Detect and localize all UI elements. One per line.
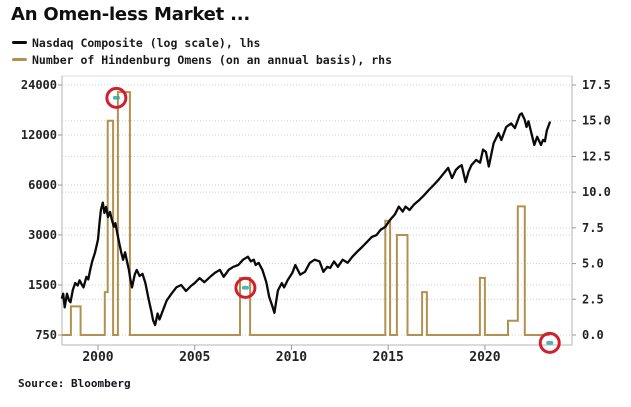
legend: Nasdaq Composite (log scale), lhs Number… <box>12 34 392 68</box>
annotation-circle-2 <box>234 276 257 299</box>
right-tick-label: 12.5 <box>582 149 611 163</box>
annotation-mark-2 <box>241 286 249 290</box>
x-tick-label: 2020 <box>469 350 500 365</box>
right-tick-label: 5.0 <box>582 257 604 271</box>
right-tick-label: 17.5 <box>582 78 611 92</box>
annotation-mark-1 <box>112 96 120 100</box>
omens-step-line <box>62 91 550 336</box>
annotation-circle-3 <box>538 331 561 354</box>
x-tick-label: 2000 <box>82 350 113 365</box>
left-tick-label: 6000 <box>28 178 57 192</box>
annotation-mark-3 <box>546 341 554 345</box>
right-tick-label: 0.0 <box>582 328 604 342</box>
left-tick-label: 24000 <box>21 78 57 92</box>
x-tick-label: 2005 <box>179 350 210 365</box>
nasdaq-line <box>60 112 551 327</box>
x-tick-label: 2010 <box>276 350 307 365</box>
right-tick-label: 10.0 <box>582 185 611 199</box>
right-tick-label: 15.0 <box>582 114 611 128</box>
x-tick-label: 2015 <box>373 350 404 365</box>
legend-item-nasdaq: Nasdaq Composite (log scale), lhs <box>12 34 392 51</box>
chart-title: An Omen-less Market ... <box>11 4 251 25</box>
left-tick-label: 750 <box>35 328 57 342</box>
legend-item-omens: Number of Hindenburg Omens (on an annual… <box>12 51 392 68</box>
right-tick-label: 7.5 <box>582 221 604 235</box>
annotation-circle-1 <box>105 86 128 109</box>
left-tick-label: 12000 <box>21 128 57 142</box>
left-tick-label: 3000 <box>28 228 57 242</box>
legend-label-nasdaq: Nasdaq Composite (log scale), lhs <box>32 35 261 50</box>
source-credit: Source: Bloomberg <box>18 377 131 390</box>
legend-swatch-nasdaq <box>12 41 27 44</box>
right-tick-label: 2.5 <box>582 292 604 306</box>
legend-swatch-omens <box>12 58 27 61</box>
left-tick-label: 1500 <box>28 278 57 292</box>
legend-label-omens: Number of Hindenburg Omens (on an annual… <box>32 52 393 67</box>
